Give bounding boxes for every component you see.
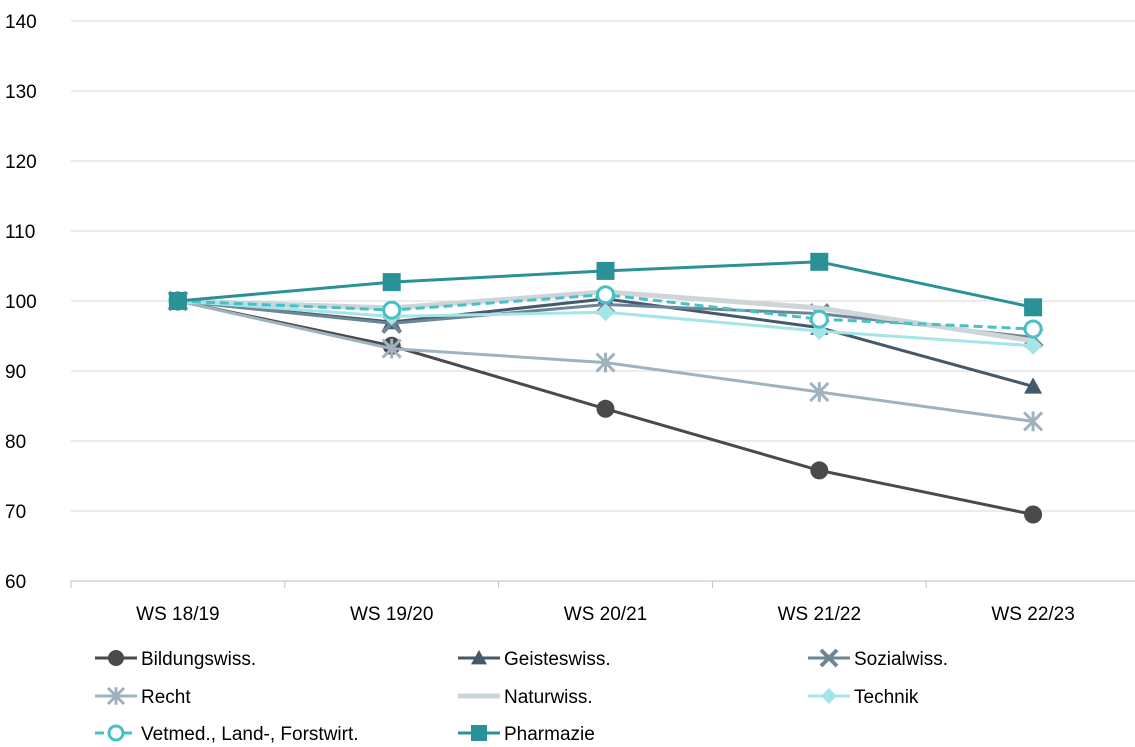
legend-swatch-marker <box>471 725 487 741</box>
data-point <box>1023 319 1043 339</box>
legend-item: Naturwiss. <box>458 687 593 708</box>
data-point <box>595 352 616 373</box>
series-pharmazie <box>168 252 1043 317</box>
y-tick-label: 100 <box>5 292 37 313</box>
legend-label: Vetmed., Land-, Forstwirt. <box>141 724 359 745</box>
legend-label: Technik <box>854 687 919 708</box>
y-tick-label: 60 <box>5 572 26 593</box>
legend-item: Pharmazie <box>458 724 595 745</box>
x-tick-label: WS 21/22 <box>778 604 861 625</box>
legend-label: Bildungswiss. <box>141 649 256 670</box>
x-tick-label: WS 22/23 <box>991 604 1074 625</box>
data-point <box>1023 411 1044 432</box>
legend-item: Vetmed., Land-, Forstwirt. <box>95 724 359 745</box>
data-point <box>810 252 829 271</box>
x-tick-label: WS 19/20 <box>350 604 433 625</box>
legend: Bildungswiss. Geisteswiss. Sozialwiss. Rech… <box>95 648 948 745</box>
legend-swatch-marker <box>819 648 839 668</box>
data-point <box>1024 336 1043 355</box>
data-point <box>596 261 615 280</box>
data-point <box>809 381 830 403</box>
legend-swatch-marker <box>471 650 487 665</box>
data-point <box>596 303 615 322</box>
series-recht <box>167 290 1044 432</box>
y-tick-label: 140 <box>5 12 37 33</box>
legend-label: Pharmazie <box>504 724 595 745</box>
legend-label: Geisteswiss. <box>504 649 611 670</box>
y-tick-label: 120 <box>5 152 37 173</box>
data-point <box>1024 298 1043 317</box>
x-tick-label: WS 20/21 <box>564 604 647 625</box>
legend-label: Naturwiss. <box>504 687 593 708</box>
legend-item: Geisteswiss. <box>458 649 611 670</box>
data-point <box>810 461 829 480</box>
legend-label: Recht <box>141 687 191 708</box>
x-axis: WS 18/19 WS 19/20 WS 20/21 WS 21/22 WS 22/23 <box>70 580 1135 625</box>
data-point <box>1024 377 1043 394</box>
data-point <box>381 338 402 359</box>
data-point <box>168 292 187 310</box>
data-point <box>382 300 402 320</box>
y-tick-label: 70 <box>5 502 26 523</box>
legend-item: Recht <box>95 686 191 708</box>
data-point <box>596 399 615 418</box>
y-tick-label: 110 <box>5 222 35 243</box>
data-point <box>382 273 401 292</box>
legend-label: Sozialwiss. <box>854 649 948 670</box>
series-group <box>167 252 1044 524</box>
y-axis: 60 70 80 90 100 110 120 130 140 <box>5 12 37 593</box>
legend-swatch-marker <box>107 724 125 742</box>
y-tick-label: 80 <box>5 432 26 453</box>
y-tick-label: 130 <box>5 82 37 103</box>
data-point <box>596 285 615 305</box>
legend-swatch-marker <box>108 650 124 666</box>
y-tick-label: 90 <box>5 362 26 383</box>
legend-swatch-marker <box>821 688 837 704</box>
legend-item: Technik <box>808 687 919 708</box>
x-tick-label: WS 18/19 <box>136 604 219 625</box>
legend-item: Sozialwiss. <box>808 648 948 670</box>
legend-swatch-marker <box>106 686 126 706</box>
legend-item: Bildungswiss. <box>95 649 256 670</box>
data-point <box>1024 505 1043 524</box>
data-point <box>809 309 829 329</box>
